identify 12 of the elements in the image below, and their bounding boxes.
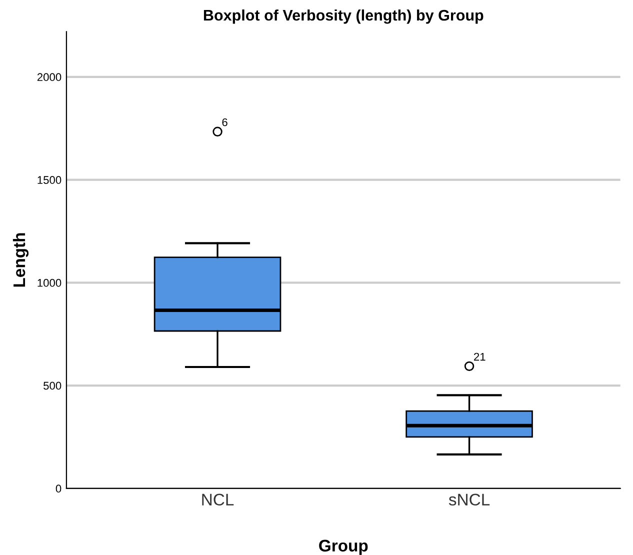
y-tick-label: 1500: [38, 176, 62, 184]
y-tick-label: 2000: [37, 73, 62, 82]
y-tick-label: 0: [56, 484, 62, 493]
chart-title: Boxplot of Verbosity (length) by Group: [204, 9, 484, 24]
x-tick-label: sNCL: [448, 494, 490, 506]
x-tick-label: NCL: [202, 494, 234, 506]
annotation: 21: [474, 352, 486, 361]
y-tick-label: 1000: [38, 278, 62, 287]
annotation: 6: [222, 118, 228, 126]
y-axis-title: Length: [12, 233, 29, 287]
x-axis-title: Group: [319, 540, 368, 555]
y-tick-label: 500: [44, 382, 62, 390]
